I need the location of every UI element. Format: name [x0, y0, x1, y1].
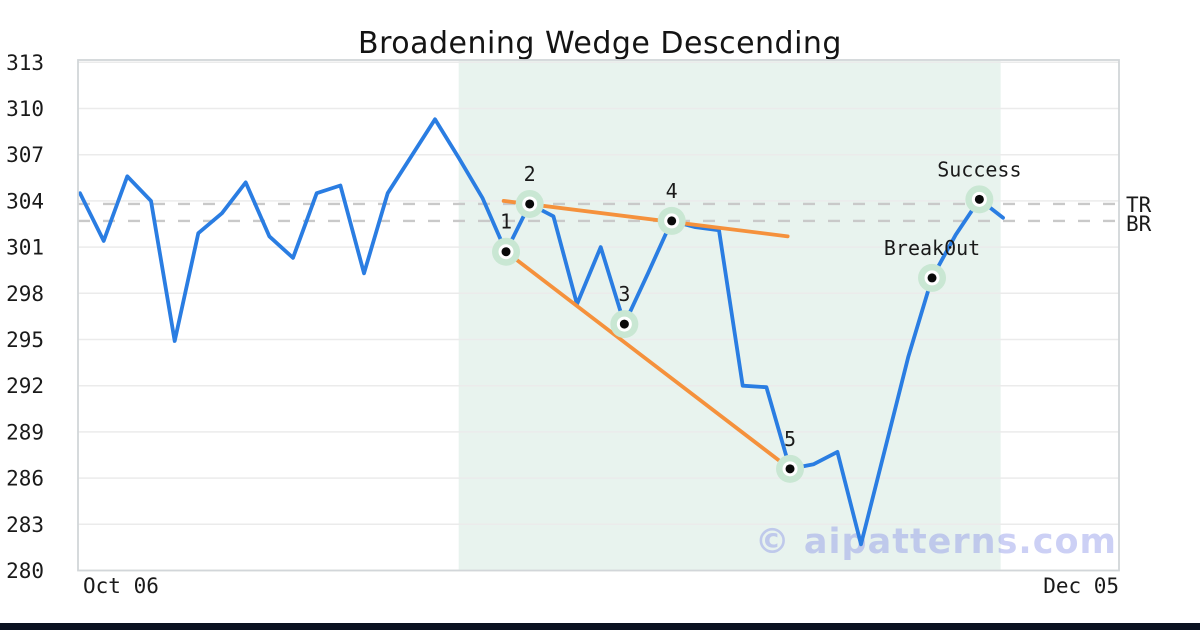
y-tick-label: 283 [6, 513, 44, 537]
watermark: © aipatterns.com [755, 522, 1117, 562]
marker-dot-2 [525, 199, 535, 209]
point-label-3: 3 [618, 282, 630, 306]
tr-label: TR [1126, 193, 1152, 217]
x-tick-label: Oct 06 [83, 574, 159, 598]
marker-dot-success [974, 194, 984, 204]
upper-trendline [501, 199, 790, 239]
marker-dot-5 [785, 464, 795, 474]
y-tick-label: 304 [6, 189, 44, 213]
x-tick-label: Dec 05 [1043, 574, 1119, 598]
point-label-break0ut: Break0ut [884, 236, 980, 260]
lower-trendline [504, 249, 792, 471]
y-tick-label: 298 [6, 282, 44, 306]
point-label-5: 5 [784, 427, 796, 451]
point-label-1: 1 [500, 210, 512, 234]
marker-dot-3 [619, 319, 629, 329]
marker-dot-break0ut [927, 273, 937, 283]
y-tick-label: 292 [6, 374, 44, 398]
y-tick-label: 286 [6, 467, 44, 491]
success-region [458, 61, 1001, 570]
point-label-4: 4 [666, 179, 678, 203]
y-tick-label: 307 [6, 143, 44, 167]
y-tick-label: 295 [6, 328, 44, 352]
marker-dot-4 [667, 216, 677, 226]
y-tick-label: 313 [6, 51, 44, 75]
br-label: BR [1126, 212, 1152, 236]
point-label-success: Success [937, 157, 1021, 181]
chart-title: Broadening Wedge Descending [358, 26, 842, 61]
y-tick-label: 280 [6, 559, 44, 583]
point-label-2: 2 [524, 162, 536, 186]
y-tick-label: 289 [6, 420, 44, 444]
marker-dot-1 [501, 247, 511, 257]
bottom-bar [0, 623, 1200, 630]
y-tick-label: 301 [6, 236, 44, 260]
plot-border [77, 59, 1120, 572]
y-tick-label: 310 [6, 97, 44, 121]
